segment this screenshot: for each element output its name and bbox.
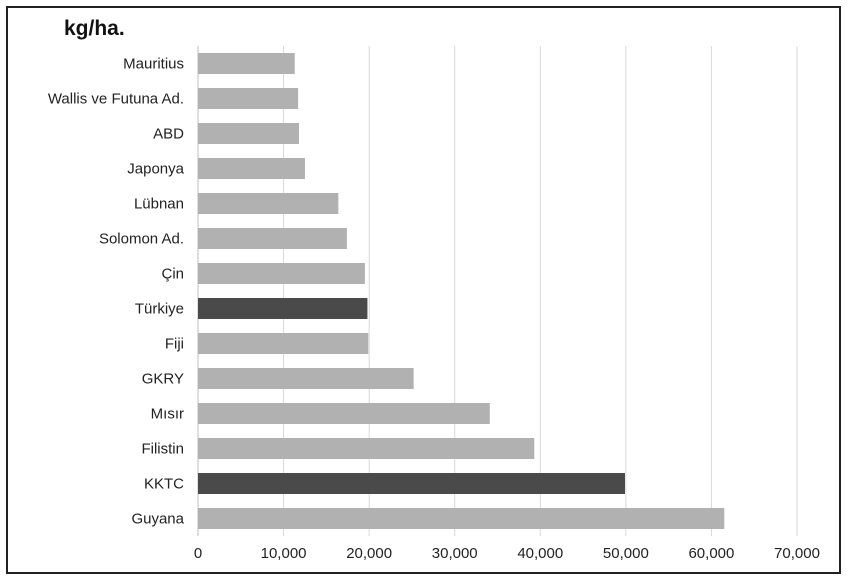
category-labels: Mauritius Wallis ve Futuna Ad. ABD Japonya L… (48, 56, 185, 528)
unit-label: kg/ha. (64, 17, 125, 40)
category-label: Solomon Ad. (99, 231, 184, 248)
bar (198, 263, 365, 284)
bar (198, 438, 535, 459)
x-tick-label: 60,000 (688, 545, 734, 562)
category-label: Filistin (141, 441, 184, 458)
x-tick-label: 20,000 (346, 545, 392, 562)
x-tick-label: 50,000 (603, 545, 649, 562)
bar (198, 193, 339, 214)
x-tick-label: 10,000 (261, 545, 307, 562)
bar (198, 473, 626, 494)
category-label: Fiji (165, 336, 184, 353)
category-label: ABD (153, 126, 184, 143)
bar (198, 403, 490, 424)
category-label: Guyana (131, 511, 184, 528)
bar (198, 368, 414, 389)
category-label: Mısır (151, 406, 184, 423)
x-tick-label: 0 (194, 545, 202, 562)
category-label: Lübnan (134, 196, 184, 213)
bar (198, 53, 295, 74)
bar (198, 333, 369, 354)
category-label: GKRY (142, 371, 184, 388)
bar (198, 88, 299, 109)
bar (198, 158, 305, 179)
bar (198, 298, 368, 319)
gridlines (197, 46, 798, 536)
x-tick-labels: 0 10,000 20,000 30,000 40,000 50,000 60,000 70,… (194, 545, 820, 562)
category-label: Türkiye (135, 301, 184, 318)
bar (198, 123, 299, 144)
bars (198, 53, 725, 529)
x-tick-label: 30,000 (432, 545, 478, 562)
bar (198, 508, 725, 529)
category-label: Japonya (127, 161, 184, 178)
category-label: Çin (161, 266, 184, 283)
x-tick-label: 70,000 (774, 545, 820, 562)
category-label: Wallis ve Futuna Ad. (48, 91, 184, 108)
category-label: KKTC (144, 476, 184, 493)
category-label: Mauritius (123, 56, 184, 73)
x-tick-label: 40,000 (517, 545, 563, 562)
bar (198, 228, 347, 249)
